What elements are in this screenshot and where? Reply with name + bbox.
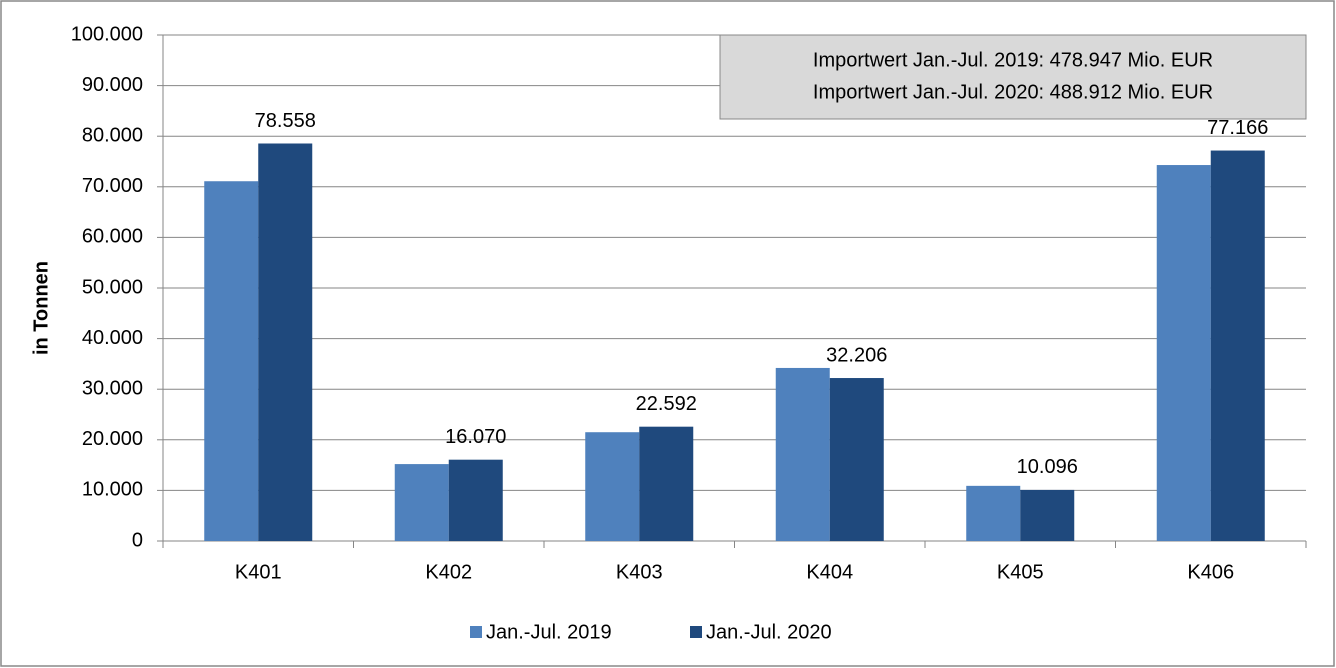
bar (258, 143, 313, 541)
bar (775, 367, 830, 541)
bar (204, 181, 259, 541)
legend-label: Jan.-Jul. 2020 (706, 621, 832, 643)
annotation: Importwert Jan.-Jul. 2019: 478.947 Mio. … (813, 49, 1213, 71)
data-label: 77.166 (1207, 117, 1268, 139)
data-label: 10.096 (1017, 456, 1078, 478)
data-label: 78.558 (255, 110, 316, 132)
x-tick-label: K402 (425, 561, 472, 583)
bar (1210, 150, 1265, 541)
annotation: Importwert Jan.-Jul. 2020: 488.912 Mio. … (813, 81, 1213, 103)
bar (448, 459, 503, 541)
bar (829, 378, 884, 541)
x-tick-label: K406 (1187, 561, 1234, 583)
annotation-box (719, 34, 1307, 120)
legend-swatch (690, 626, 702, 638)
y-tick-label: 100.000 (71, 23, 143, 45)
y-tick-label: 50.000 (82, 276, 143, 298)
y-tick-label: 60.000 (82, 226, 143, 248)
y-tick-label: 0 (132, 529, 143, 551)
y-axis-label: in Tonnen (30, 261, 52, 355)
bar (394, 464, 449, 541)
x-tick-label: K404 (806, 561, 853, 583)
y-tick-label: 10.000 (82, 479, 143, 501)
data-label: 16.070 (445, 426, 506, 448)
legend-swatch (470, 626, 482, 638)
y-tick-label: 40.000 (82, 327, 143, 349)
bar (1156, 165, 1211, 542)
bar (585, 432, 640, 541)
x-tick-label: K401 (235, 561, 282, 583)
data-label: 22.592 (636, 393, 697, 415)
x-tick-label: K405 (997, 561, 1044, 583)
x-tick-label: K403 (616, 561, 663, 583)
data-label: 32.206 (826, 344, 887, 366)
y-tick-label: 20.000 (82, 428, 143, 450)
bar (966, 485, 1021, 541)
y-tick-label: 30.000 (82, 377, 143, 399)
bar (639, 426, 694, 541)
y-tick-label: 90.000 (82, 74, 143, 96)
bar (1020, 489, 1075, 541)
legend-label: Jan.-Jul. 2019 (486, 621, 612, 643)
y-tick-label: 80.000 (82, 124, 143, 146)
y-tick-label: 70.000 (82, 175, 143, 197)
